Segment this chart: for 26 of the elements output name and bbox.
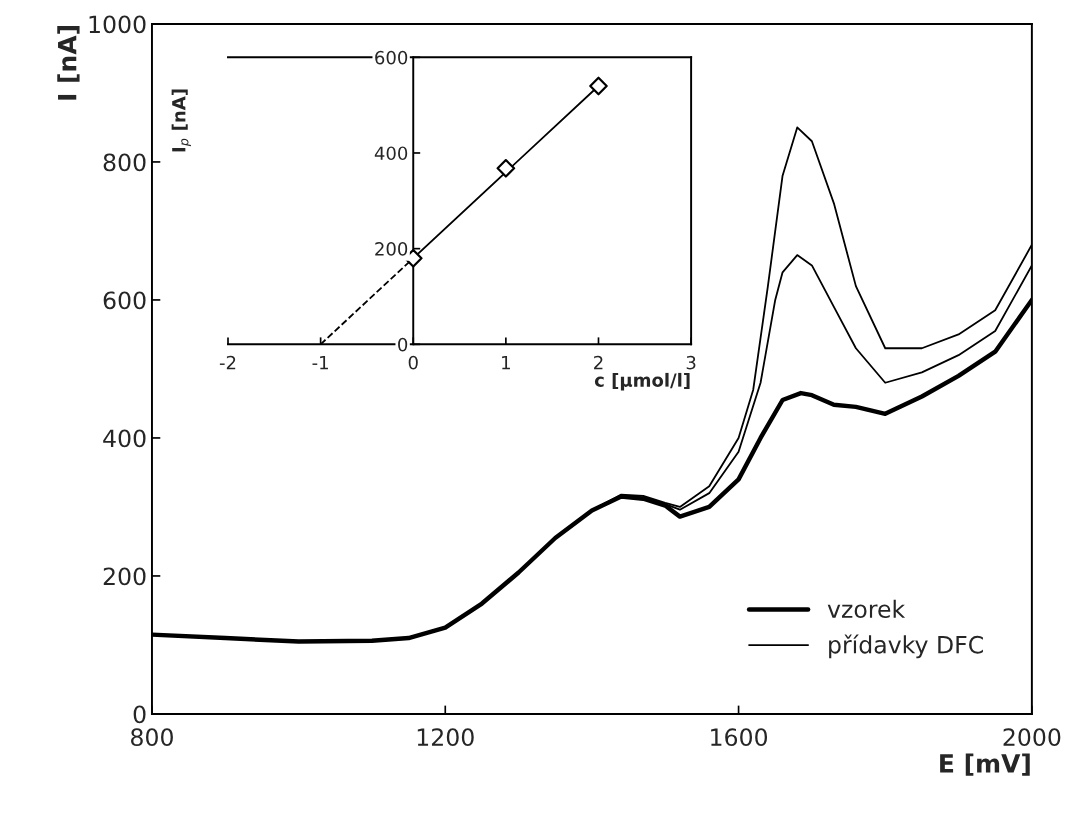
x-tick-label: 1200 xyxy=(417,728,474,747)
y-axis-title: I [nA] xyxy=(57,26,80,100)
y-tick-label: 200 xyxy=(103,567,146,586)
x-tick-label: 2000 xyxy=(1003,728,1061,747)
y-tick-label: 0 xyxy=(133,705,146,724)
x-tick-label: 1 xyxy=(502,355,510,370)
y-tick-label: 600 xyxy=(375,50,408,65)
x-tick-label: 1600 xyxy=(711,728,768,747)
y-tick-label: 200 xyxy=(375,242,408,256)
legend-label: přídavky DFC xyxy=(829,634,983,659)
x-axis-title: E [mV] xyxy=(940,753,1030,776)
x-tick-label: -1 xyxy=(312,355,328,370)
y-tick-label: 800 xyxy=(103,153,146,172)
x-tick-label: 3 xyxy=(686,355,696,370)
y-tick-label: 400 xyxy=(103,429,146,448)
x-tick-label: -2 xyxy=(219,355,236,370)
legend-label: vzorek xyxy=(827,599,906,619)
x-tick-label: 2 xyxy=(594,355,603,370)
y-axis-title: I$_{p}$ [nA] xyxy=(171,89,191,152)
y-tick-label: 1000 xyxy=(89,15,146,34)
x-axis-title: c [µmol/l] xyxy=(594,372,690,391)
y-tick-label: 400 xyxy=(374,146,408,161)
y-tick-label: 600 xyxy=(103,291,146,310)
y-tick-label: 0 xyxy=(398,337,408,352)
x-tick-label: 800 xyxy=(131,728,173,747)
x-tick-label: 0 xyxy=(408,355,418,370)
